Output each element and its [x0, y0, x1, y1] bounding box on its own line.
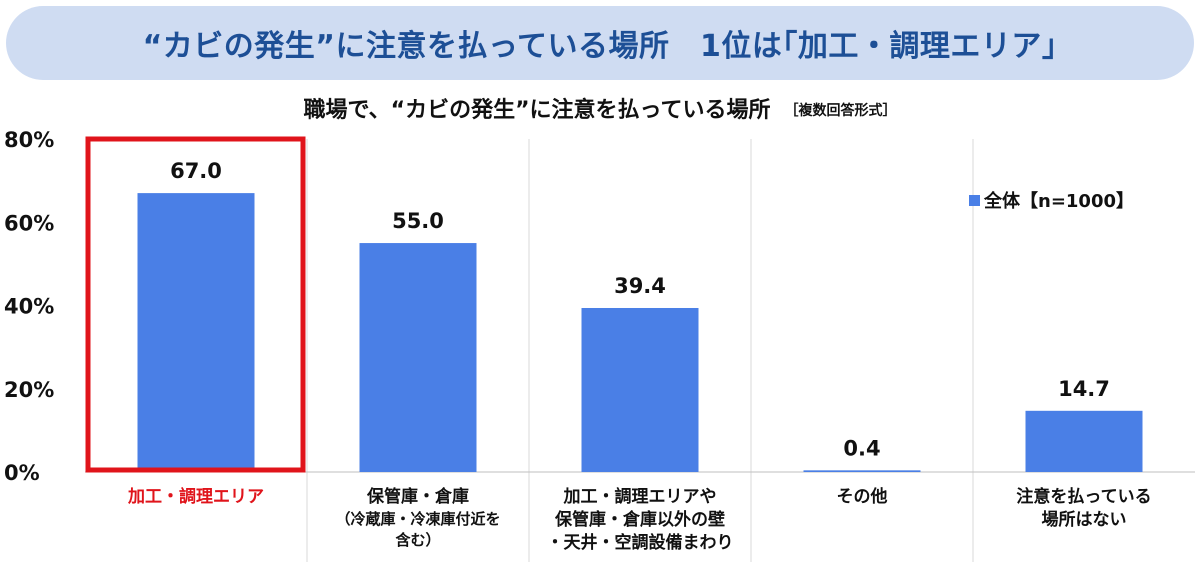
bar — [1025, 410, 1143, 472]
x-category-line: 保管庫・倉庫 — [367, 487, 469, 507]
data-label: 55.0 — [392, 209, 444, 233]
x-category-subline: （冷蔵庫・冷凍庫付近を — [335, 510, 501, 528]
chart-subtitle: 職場で、“カビの発生”に注意を払っている場所 ［複数回答形式］ — [0, 92, 1200, 124]
x-category-label: その他 — [751, 486, 973, 509]
bar — [137, 193, 255, 473]
x-category-line: 場所はない — [1041, 510, 1127, 530]
legend-label: 全体【n=1000】 — [984, 191, 1134, 212]
x-category-label: 注意を払っている 場所はない — [973, 486, 1195, 532]
bar — [359, 243, 477, 472]
x-category-label: 保管庫・倉庫 （冷蔵庫・冷凍庫付近を 含む） — [307, 486, 529, 551]
x-category-line: 加工・調理エリア — [128, 487, 264, 507]
legend: 全体【n=1000】 — [969, 187, 1134, 213]
data-label: 0.4 — [843, 436, 880, 460]
legend-swatch — [969, 194, 980, 206]
data-label: 39.4 — [614, 274, 666, 298]
x-category-line: 加工・調理エリアや — [563, 487, 717, 507]
y-tick-label: 20% — [4, 378, 54, 402]
banner-title: “カビの発生”に注意を払っている場所 1位は｢加工・調理エリア｣ — [142, 29, 1058, 64]
x-category-line: 注意を払っている — [1016, 487, 1152, 507]
y-tick-label: 0% — [4, 461, 40, 485]
x-category-subline: 含む） — [395, 531, 441, 549]
y-tick-label: 40% — [4, 295, 54, 319]
data-label: 14.7 — [1058, 377, 1110, 401]
x-category-label: 加工・調理エリアや 保管庫・倉庫以外の壁 ・天井・空調設備まわり — [529, 486, 751, 555]
data-label: 67.0 — [170, 159, 222, 183]
title-banner: “カビの発生”に注意を払っている場所 1位は｢加工・調理エリア｣ — [6, 6, 1194, 80]
y-tick-label: 80% — [4, 128, 54, 152]
highlight-box — [85, 136, 306, 473]
bar — [803, 470, 921, 472]
response-format-note: ［複数回答形式］ — [784, 103, 897, 119]
x-category-line: 保管庫・倉庫以外の壁 — [555, 510, 725, 530]
chart-subtitle-text: 職場で、“カビの発生”に注意を払っている場所 — [303, 98, 771, 123]
y-tick-label: 60% — [4, 211, 54, 235]
x-category-line: その他 — [836, 487, 888, 507]
bar — [581, 307, 699, 472]
x-category-line: ・天井・空調設備まわり — [546, 533, 734, 553]
x-category-label: 加工・調理エリア — [85, 486, 307, 509]
